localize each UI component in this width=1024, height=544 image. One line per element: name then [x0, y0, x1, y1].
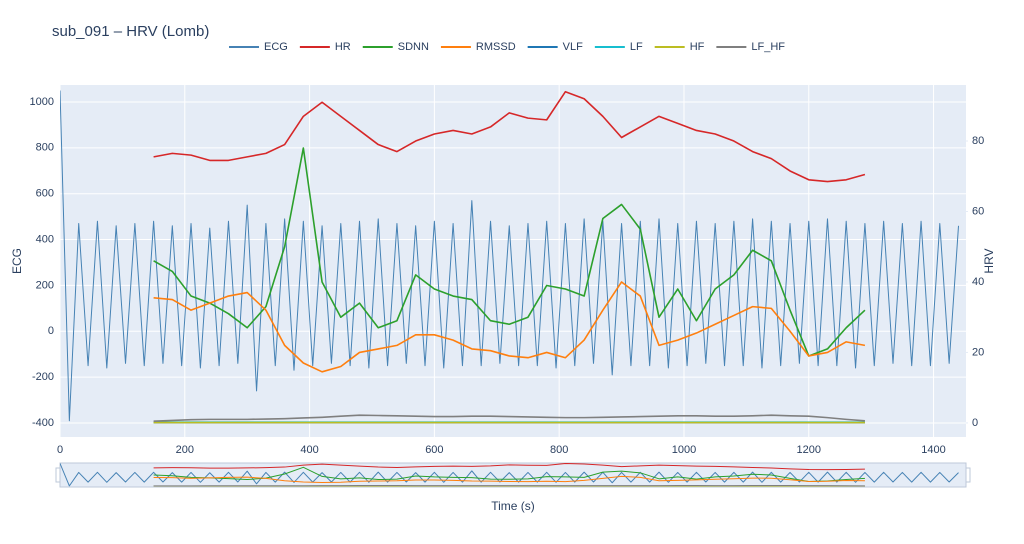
legend-label: SDNN	[398, 41, 429, 53]
y-tick-label: 200	[36, 279, 54, 291]
x-tick-label: 400	[300, 444, 318, 456]
y-tick-label: 1000	[30, 96, 54, 108]
x-axis-title: Time (s)	[491, 499, 535, 513]
y2-tick-label: 60	[972, 205, 984, 217]
plot-area	[60, 85, 966, 437]
y-tick-label: -400	[32, 417, 54, 429]
legend-label: HR	[335, 41, 351, 53]
y-tick-label: 400	[36, 233, 54, 245]
x-tick-label: 1000	[672, 444, 696, 456]
x-tick-label: 1200	[797, 444, 821, 456]
slider-handle[interactable]	[965, 467, 971, 483]
legend-label: RMSSD	[476, 41, 516, 53]
x-tick-label: 1400	[921, 444, 945, 456]
range-slider[interactable]	[59, 462, 967, 488]
legend-item[interactable]: VLF	[527, 41, 583, 53]
y-tick-label: 600	[36, 188, 54, 200]
legend-label: ECG	[264, 41, 288, 53]
x-tick-label: 200	[176, 444, 194, 456]
range-slider-trace	[60, 463, 959, 487]
chart-title: sub_091 – HRV (Lomb)	[52, 23, 209, 40]
series-line	[60, 90, 960, 422]
series-line	[153, 147, 866, 357]
x-tick-label: 600	[425, 444, 443, 456]
y-axis-title: ECG	[10, 248, 24, 274]
range-slider-trace	[153, 463, 865, 471]
legend-label: HF	[690, 41, 705, 53]
x-tick-label: 800	[550, 444, 568, 456]
y2-axis-title: HRV	[982, 248, 996, 273]
legend-label: VLF	[563, 41, 583, 53]
legend-label: LF_HF	[751, 41, 785, 53]
series-line	[153, 90, 866, 183]
legend-item[interactable]: HR	[299, 41, 351, 53]
series-line	[153, 281, 866, 373]
y2-tick-label: 80	[972, 135, 984, 147]
legend-item[interactable]: SDNN	[362, 41, 429, 53]
slider-handle[interactable]	[55, 467, 61, 483]
y-tick-label: 800	[36, 142, 54, 154]
y-tick-label: 0	[48, 325, 54, 337]
x-tick-label: 0	[57, 444, 63, 456]
y2-tick-label: 40	[972, 276, 984, 288]
legend-item[interactable]: LF	[594, 41, 643, 53]
series-line	[153, 414, 865, 422]
y2-tick-label: 0	[972, 417, 978, 429]
range-slider-trace	[153, 475, 865, 484]
legend-label: LF	[630, 41, 643, 53]
legend-item[interactable]: LF_HF	[716, 41, 785, 53]
range-slider-trace	[153, 466, 865, 482]
legend-item[interactable]: HF	[654, 41, 705, 53]
y-tick-label: -200	[32, 371, 54, 383]
y2-tick-label: 20	[972, 346, 984, 358]
legend-item[interactable]: ECG	[229, 41, 288, 53]
legend-item[interactable]: RMSSD	[440, 41, 516, 53]
